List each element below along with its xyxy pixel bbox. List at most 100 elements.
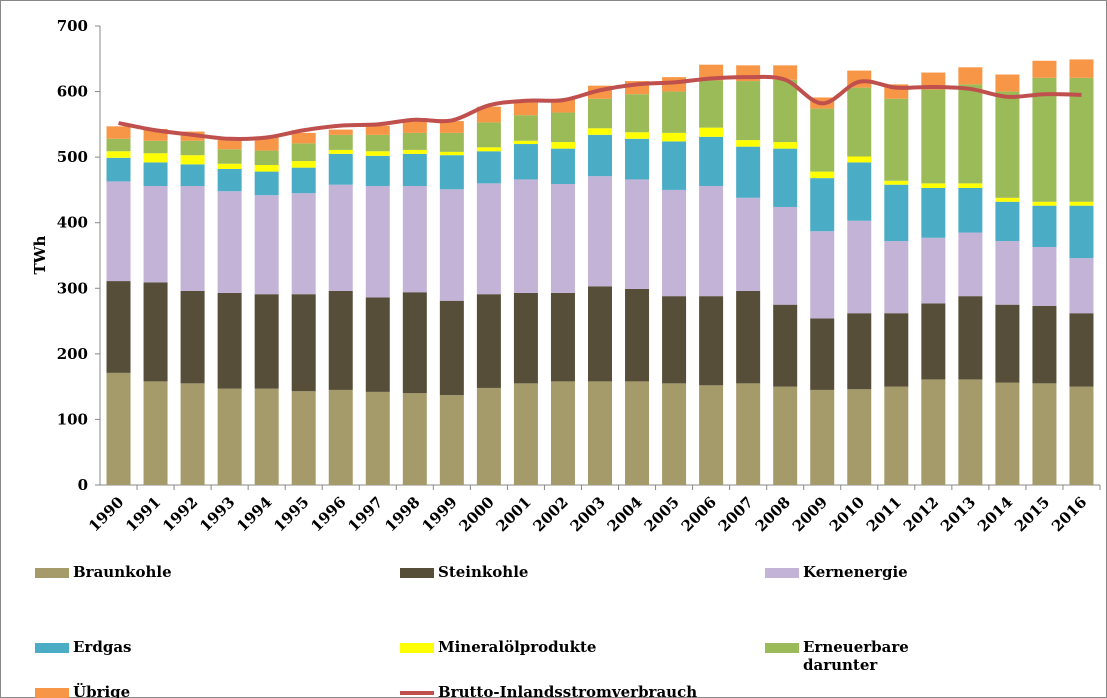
bar-segment <box>588 98 612 129</box>
legend-entry: Kernenergie <box>765 563 973 581</box>
legend-entry: Mineralölprodukte <box>400 638 608 656</box>
bar-segment <box>328 290 353 390</box>
x-tick-label: 2009 <box>789 493 831 535</box>
legend-label: Erneuerbare darunter <box>803 638 909 674</box>
y-tick-label: 700 <box>57 17 88 35</box>
bar-segment <box>180 383 205 485</box>
bar-segment <box>217 149 242 164</box>
bar-segment <box>106 281 131 373</box>
x-tick-label: 1999 <box>418 493 460 535</box>
bar-segment <box>365 151 390 156</box>
bar-segment <box>1069 201 1094 206</box>
bar-segment <box>365 125 390 135</box>
bar-segment <box>662 383 687 485</box>
x-tick-label: 1994 <box>233 493 275 535</box>
x-tick-label: 2013 <box>937 493 979 535</box>
bar-segment <box>180 164 205 186</box>
bar-segment <box>699 185 724 297</box>
bar-segment <box>662 296 687 384</box>
bar-segment <box>180 185 205 291</box>
bar-segment <box>810 318 835 390</box>
x-tick-label: 2002 <box>530 493 572 535</box>
legend-label: Steinkohle <box>438 563 529 581</box>
bar-segment <box>402 153 427 186</box>
bar-segment <box>810 231 835 319</box>
bar-segment <box>588 381 612 485</box>
bar-segment <box>143 153 168 163</box>
bar-segment <box>328 149 353 154</box>
x-tick-label: 2001 <box>493 493 535 535</box>
bar-segment <box>736 290 761 384</box>
bar-segment <box>625 288 650 382</box>
bar-segment <box>402 119 427 133</box>
bar-segment <box>810 171 835 179</box>
bar-segment <box>106 181 131 282</box>
legend-swatch <box>35 688 69 698</box>
bar-segment <box>921 183 946 188</box>
bar-segment <box>328 153 353 185</box>
bar-segment <box>884 184 909 242</box>
bar-segment <box>736 140 761 147</box>
bar-segment <box>588 128 612 135</box>
bar-segment <box>1032 383 1057 485</box>
bar-segment <box>143 128 168 141</box>
x-tick-label: 2004 <box>604 493 646 535</box>
bar-segment <box>662 91 687 133</box>
bar-segment <box>662 132 687 142</box>
bar-segment <box>810 178 835 232</box>
bar-segment <box>958 232 983 297</box>
x-tick-label: 2011 <box>863 493 905 535</box>
bar-segment <box>476 122 501 148</box>
bar-segment <box>439 189 464 301</box>
y-tick-label: 400 <box>57 214 88 232</box>
bar-segment <box>439 151 464 156</box>
bar-segment <box>588 286 612 382</box>
bar-segment <box>328 184 353 291</box>
bar-segment <box>699 385 724 485</box>
bar-segment <box>1069 77 1094 202</box>
legend-entry: Brutto-Inlandsstromverbrauch <box>400 683 758 698</box>
bar-segment <box>402 149 427 154</box>
bar-segment <box>439 121 464 133</box>
bar-segment <box>847 156 872 163</box>
bar-segment <box>217 292 242 389</box>
bar-segment <box>995 241 1020 305</box>
x-tick-label: 1990 <box>85 493 127 535</box>
bar-segment <box>625 179 650 289</box>
bar-segment <box>625 138 650 180</box>
bar-segment <box>958 379 983 485</box>
bar-segment <box>773 304 798 387</box>
bar-segment <box>625 94 650 133</box>
bar-segment <box>143 140 168 154</box>
bar-segment <box>884 98 909 181</box>
x-tick-label: 2006 <box>678 493 720 535</box>
bar-segment <box>1069 59 1094 78</box>
x-tick-label: 2015 <box>1011 493 1053 535</box>
bar-segment <box>254 137 279 151</box>
legend-swatch <box>400 643 434 653</box>
x-tick-label: 1992 <box>159 493 201 535</box>
bar-segment <box>699 127 724 137</box>
y-tick-label: 100 <box>57 410 88 428</box>
bar-segment <box>773 386 798 485</box>
bar-segment <box>1032 60 1057 78</box>
bar-segment <box>217 168 242 192</box>
bar-segment <box>736 383 761 485</box>
bar-segment <box>662 141 687 190</box>
bar-segment <box>476 151 501 184</box>
bar-segment <box>365 297 390 392</box>
legend-swatch <box>765 643 799 653</box>
x-tick-label: 1995 <box>270 493 312 535</box>
bar-segment <box>550 112 575 143</box>
bar-segment <box>365 391 390 485</box>
bar-segment <box>254 388 279 485</box>
bar-segment <box>402 393 427 485</box>
bar-segment <box>847 162 872 221</box>
bar-segment <box>550 292 575 382</box>
bar-segment <box>439 132 464 152</box>
bar-segment <box>254 165 279 172</box>
bar-segment <box>402 292 427 394</box>
bar-segment <box>106 151 131 158</box>
bar-segment <box>921 187 946 238</box>
bar-segment <box>958 296 983 380</box>
